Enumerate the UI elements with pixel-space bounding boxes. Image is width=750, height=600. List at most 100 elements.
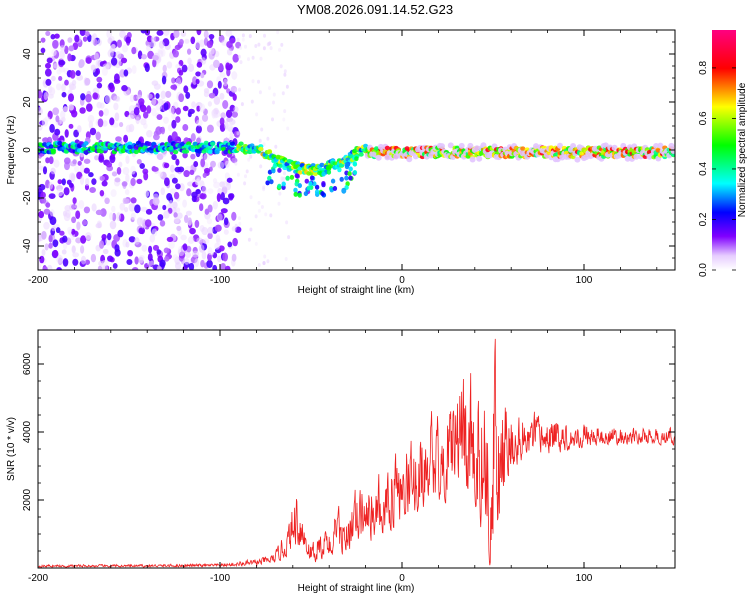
spectral-cell bbox=[163, 102, 169, 111]
spectral-cell bbox=[217, 161, 225, 169]
spectral-cell bbox=[171, 119, 177, 129]
spectral-cell bbox=[48, 144, 54, 149]
spectral-cell bbox=[110, 189, 117, 198]
spectral-cell bbox=[80, 235, 87, 244]
spectral-cell bbox=[38, 124, 43, 131]
spectral-cell bbox=[78, 60, 84, 69]
spectral-cell bbox=[624, 155, 631, 162]
spectral-cell bbox=[160, 187, 166, 196]
spectral-cell bbox=[259, 56, 263, 61]
spectral-cell bbox=[56, 188, 64, 197]
spectral-cell bbox=[248, 34, 252, 39]
spectral-cell bbox=[59, 49, 65, 59]
spectral-cell bbox=[170, 164, 175, 173]
colorbar-gradient bbox=[712, 30, 736, 270]
spectral-cell bbox=[344, 175, 349, 181]
spectral-cell bbox=[257, 200, 261, 205]
spectral-cell bbox=[314, 189, 320, 195]
spectral-cell bbox=[99, 175, 105, 181]
spectral-cell bbox=[168, 240, 175, 250]
spectral-cell bbox=[145, 208, 153, 215]
spectral-cell bbox=[339, 176, 344, 182]
spectral-cell bbox=[60, 110, 66, 119]
spectral-cell bbox=[175, 207, 181, 213]
colorbar-tick-label: 0.6 bbox=[698, 111, 709, 125]
spectral-cell bbox=[95, 131, 101, 141]
spectral-cell bbox=[156, 265, 162, 270]
spectral-cell bbox=[207, 101, 213, 107]
spectral-cell bbox=[203, 140, 209, 146]
spectral-cell bbox=[264, 212, 268, 217]
spectral-cell bbox=[123, 198, 130, 204]
spectral-cell bbox=[173, 101, 179, 109]
spectral-cell bbox=[97, 265, 103, 270]
spectral-cell bbox=[186, 141, 192, 146]
spectral-cell bbox=[192, 250, 199, 258]
spectral-cell bbox=[135, 116, 140, 125]
spectral-cell bbox=[234, 223, 238, 228]
spectral-cell bbox=[85, 57, 92, 64]
spectral-cell bbox=[254, 214, 258, 219]
spectral-cell bbox=[55, 83, 62, 91]
spectral-cell bbox=[160, 90, 166, 100]
spectral-cell bbox=[211, 109, 216, 119]
spectral-cell bbox=[657, 142, 664, 149]
spectral-cell bbox=[216, 213, 223, 222]
spectral-cell bbox=[283, 69, 287, 74]
spectral-cell bbox=[222, 100, 229, 109]
spectral-cell bbox=[254, 241, 258, 246]
spectral-cell bbox=[124, 206, 129, 213]
spectral-cell bbox=[220, 263, 227, 270]
spectral-cell bbox=[125, 241, 130, 248]
spectral-cell bbox=[221, 181, 228, 188]
spectral-cell bbox=[172, 50, 179, 58]
spectral-cell bbox=[208, 92, 216, 99]
spectral-cell bbox=[260, 127, 264, 132]
spectral-cell bbox=[229, 37, 236, 44]
spectral-cell bbox=[207, 204, 213, 213]
spectral-cell bbox=[344, 164, 350, 170]
spectrogram-ylabel: Frequency (Hz) bbox=[6, 116, 17, 185]
spectral-cell bbox=[231, 253, 237, 262]
spectral-cell bbox=[166, 61, 173, 69]
spectral-cell bbox=[141, 244, 148, 252]
spectral-cell bbox=[183, 170, 190, 178]
spectral-cell bbox=[226, 177, 233, 183]
spectral-cell bbox=[75, 237, 82, 244]
spectral-cell bbox=[42, 266, 48, 270]
spectral-cell bbox=[39, 255, 45, 264]
spectral-cell bbox=[476, 155, 483, 162]
spectral-cell bbox=[103, 174, 109, 181]
spectral-cell bbox=[224, 265, 231, 270]
spectral-cell bbox=[101, 120, 108, 127]
spectral-cell bbox=[146, 44, 152, 52]
spectral-cell bbox=[164, 256, 170, 262]
spectral-cell bbox=[219, 72, 226, 78]
spectral-cell bbox=[277, 167, 282, 173]
spectral-cell bbox=[187, 63, 195, 73]
spectral-cell bbox=[137, 50, 143, 60]
spectral-cell bbox=[220, 112, 226, 119]
spectral-cell bbox=[104, 95, 112, 104]
spectral-cell bbox=[234, 226, 242, 233]
snr-panel: -200 -100 0 100 2000 4000 6000 Height of strai… bbox=[6, 329, 676, 594]
spectral-cell bbox=[469, 156, 476, 163]
spectral-cell bbox=[72, 197, 77, 205]
spectral-cell bbox=[75, 70, 81, 77]
spectral-cell bbox=[277, 201, 281, 206]
spectral-cell bbox=[268, 86, 271, 91]
spectral-cell bbox=[116, 212, 121, 221]
spectral-cell bbox=[249, 227, 253, 232]
spectral-cell bbox=[232, 93, 237, 101]
spectral-cell bbox=[52, 239, 59, 248]
spectral-cell bbox=[71, 110, 78, 118]
spectral-cell bbox=[260, 205, 264, 209]
spectral-cell bbox=[130, 197, 137, 204]
spectral-cell bbox=[48, 156, 54, 165]
spectral-cell bbox=[206, 40, 213, 49]
spectral-cell bbox=[40, 191, 46, 199]
spectral-cell bbox=[320, 191, 325, 197]
spectral-cell bbox=[175, 116, 181, 123]
spectral-cell bbox=[138, 98, 145, 106]
spectral-cell bbox=[106, 232, 112, 241]
